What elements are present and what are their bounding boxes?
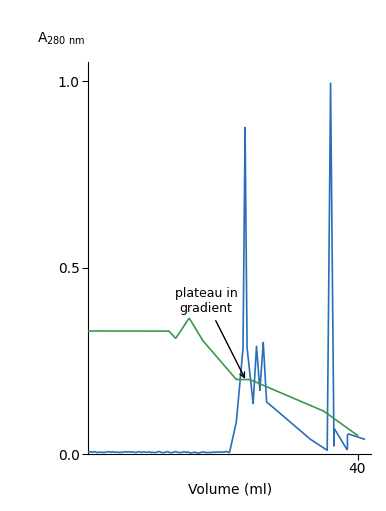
X-axis label: Volume (ml): Volume (ml) [188,482,272,496]
Text: A$_{280\ \mathrm{nm}}$: A$_{280\ \mathrm{nm}}$ [37,30,85,47]
Text: plateau in
gradient: plateau in gradient [174,287,244,378]
